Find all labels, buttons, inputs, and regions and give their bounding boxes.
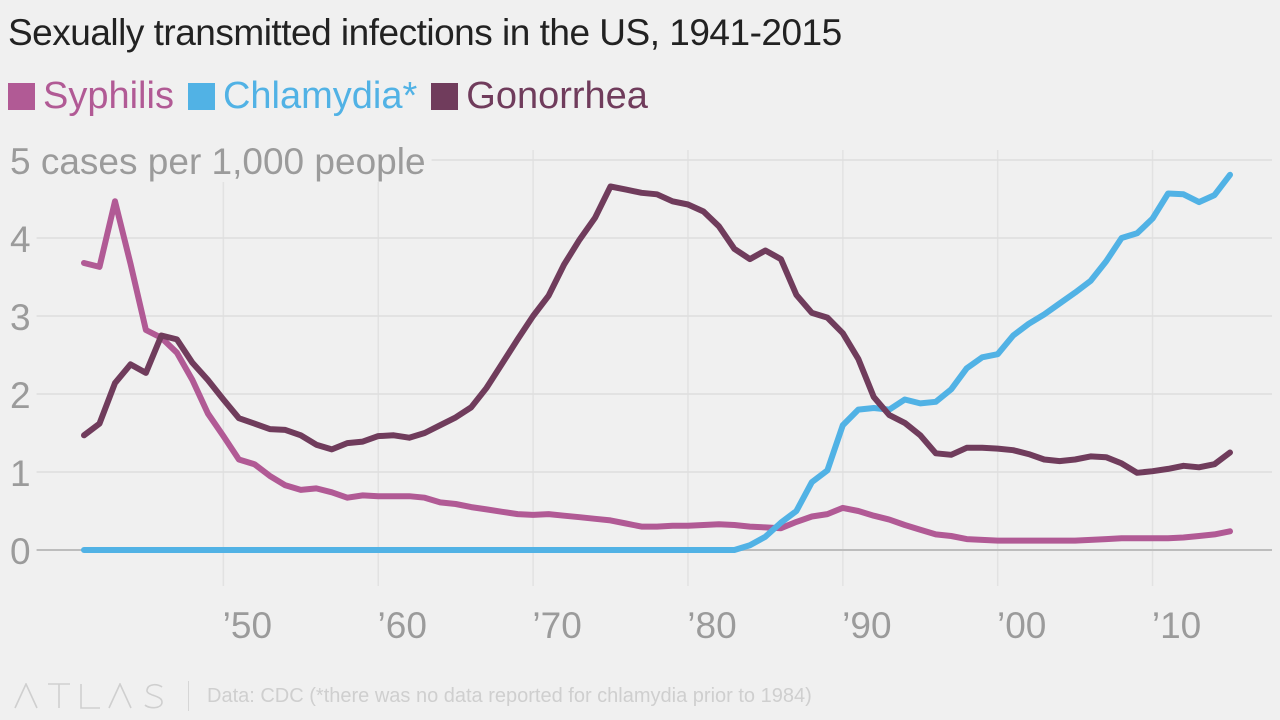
x-tick-label: ’90 — [842, 605, 891, 646]
x-tick-label: ’80 — [687, 605, 736, 646]
y-tick-label: 5 cases per 1,000 people — [10, 141, 426, 182]
x-tick-label: ’10 — [1152, 605, 1201, 646]
y-tick-label: 2 — [10, 375, 31, 416]
y-tick-label: 4 — [10, 219, 31, 260]
x-tick-label: ’70 — [532, 605, 581, 646]
y-tick-label: 1 — [10, 453, 31, 494]
legend-swatch-chlamydia — [187, 82, 215, 110]
y-tick-label-background — [6, 216, 37, 260]
legend-item-chlamydia: Chlamydia* — [187, 74, 418, 118]
y-tick-label-background — [6, 138, 432, 182]
x-tick-label: ’00 — [997, 605, 1046, 646]
series-line-syphilis — [81, 198, 1233, 544]
chart-title: Sexually transmitted infections in the U… — [8, 12, 842, 53]
atlas-logo — [14, 683, 168, 709]
chart-legend: Syphilis Chlamydia* Gonorrhea — [8, 74, 662, 118]
x-tick-label: ’50 — [223, 605, 272, 646]
y-tick-label-background — [6, 450, 37, 494]
legend-item-syphilis: Syphilis — [8, 74, 174, 118]
legend-label-chlamydia: Chlamydia* — [222, 75, 418, 117]
legend-swatch-syphilis — [8, 82, 35, 110]
legend-item-gonorrhea: Gonorrhea — [431, 74, 648, 118]
y-tick-label-background — [6, 372, 37, 416]
y-tick-label: 0 — [10, 531, 31, 572]
x-tick-label: ’60 — [378, 605, 427, 646]
legend-label-syphilis: Syphilis — [43, 75, 174, 117]
y-tick-label-background — [6, 294, 37, 338]
y-tick-label: 3 — [10, 297, 31, 338]
legend-swatch-gonorrhea — [431, 82, 459, 110]
footer: Data: CDC (*there was no data reported f… — [0, 676, 1280, 716]
atlas-logo-icon — [14, 683, 163, 709]
y-tick-label-background — [6, 528, 37, 572]
series-line-chlamydia — [81, 171, 1233, 553]
series-line-gonorrhea — [81, 183, 1233, 476]
source-note: Data: CDC (*there was no data reported f… — [207, 684, 812, 707]
legend-label-gonorrhea: Gonorrhea — [466, 75, 648, 117]
footer-divider — [188, 681, 189, 711]
